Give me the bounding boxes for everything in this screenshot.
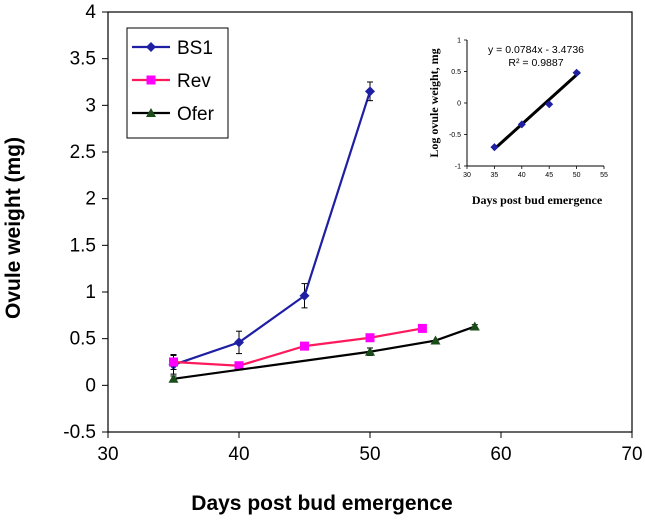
x-tick-label: 50 xyxy=(359,444,380,465)
inset-x-tick-label: 55 xyxy=(600,172,608,179)
y-tick-label: 0 xyxy=(85,375,96,396)
inset-y-tick-label: -0.5 xyxy=(449,132,461,139)
inset-y-axis-title: Log ovule weight, mg xyxy=(427,48,441,157)
legend: BS1 Rev Ofer xyxy=(126,27,229,139)
inset-data-point xyxy=(572,68,581,77)
y-tick-label: 4 xyxy=(85,2,96,23)
inset-data-point xyxy=(545,100,554,109)
data-point-ofer xyxy=(168,373,179,383)
inset-trendline xyxy=(492,70,581,152)
trendline-equation: y = 0.0784x - 3.4736 xyxy=(488,44,584,56)
data-point-bs1 xyxy=(299,290,310,301)
main-plot: 30 40 50 60 70 -0.5 0 0.5 1 1.5 2 2.5 3 3.5 4 xyxy=(63,2,642,465)
x-tick-label: 70 xyxy=(621,444,642,465)
x-axis-title: Days post bud emergence xyxy=(191,492,452,515)
legend-label-bs1: BS1 xyxy=(177,38,213,59)
inset-x-tick-label: 40 xyxy=(518,172,526,179)
data-point-bs1 xyxy=(234,337,244,348)
series-line-bs1 xyxy=(173,90,372,366)
y-tick-label: 3.5 xyxy=(70,49,96,70)
inset-x-tick-label: 30 xyxy=(463,172,471,179)
y-tick-label: 2 xyxy=(85,189,96,210)
data-point-rev xyxy=(417,323,427,333)
y-tick-label: 0.5 xyxy=(70,329,96,350)
x-tick-label: 30 xyxy=(97,444,118,465)
y-axis-title: Ovule weight (mg) xyxy=(2,137,25,319)
inset-plot: -1 -0.5 0 0.5 1 30 35 40 45 50 55 xyxy=(449,38,608,180)
inset-x-tick-label: 45 xyxy=(545,172,553,179)
x-tick-label: 40 xyxy=(228,444,249,465)
inset-y-tick-label: -1 xyxy=(455,164,461,171)
inset-data-point xyxy=(490,143,499,152)
series-line-ofer xyxy=(173,325,476,380)
legend-marker-ofer xyxy=(146,108,156,117)
inset-y-tick-label: 0 xyxy=(457,101,461,108)
inset-y-tick-label: 0.5 xyxy=(451,69,461,76)
data-point-ofer xyxy=(469,321,480,331)
legend-marker-rev xyxy=(146,75,156,85)
legend-label-rev: Rev xyxy=(177,71,211,92)
data-point-rev xyxy=(365,333,375,343)
inset-data-point xyxy=(517,120,526,129)
data-point-rev xyxy=(234,361,244,371)
series-rev xyxy=(169,323,427,371)
trendline-r-squared: R² = 0.9887 xyxy=(508,57,563,69)
data-point-rev xyxy=(300,341,309,351)
y-tick-label: 2.5 xyxy=(70,142,96,163)
data-point-ofer xyxy=(430,335,441,345)
y-tick-label: 1 xyxy=(85,282,96,303)
y-tick-label: -0.5 xyxy=(63,422,96,443)
legend-marker-bs1 xyxy=(146,42,156,52)
inset-x-tick-label: 35 xyxy=(491,172,499,179)
inset-y-tick-label: 1 xyxy=(457,38,461,45)
series-ofer xyxy=(168,321,480,383)
data-point-rev xyxy=(169,357,178,367)
x-tick-label: 60 xyxy=(490,444,511,465)
y-tick-label: 3 xyxy=(85,95,96,116)
inset-x-tick-label: 50 xyxy=(573,172,581,179)
data-point-ofer xyxy=(365,346,375,356)
legend-label-ofer: Ofer xyxy=(177,104,215,125)
series-line-rev xyxy=(173,327,423,367)
y-tick-label: 1.5 xyxy=(70,235,96,256)
series-bs1 xyxy=(168,81,375,375)
inset-x-axis-title: Days post bud emergence xyxy=(472,193,603,207)
data-point-bs1 xyxy=(365,86,375,97)
